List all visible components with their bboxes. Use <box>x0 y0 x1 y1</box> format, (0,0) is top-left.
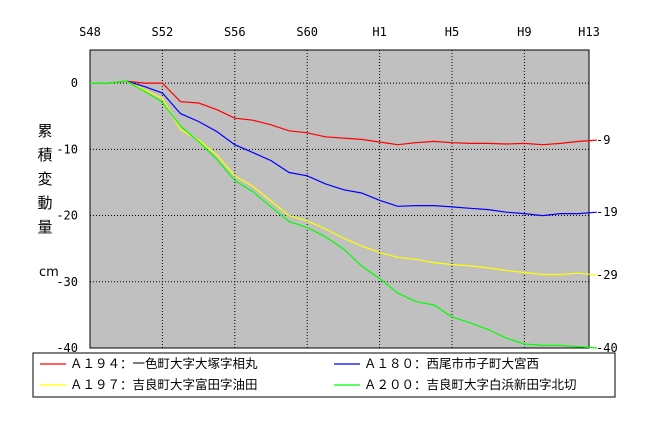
legend-label: Ａ１９７：吉良町大字富田字油田 <box>70 377 258 392</box>
end-labels: -9 -19 -29 -40 <box>596 133 618 355</box>
x-tick-label: H9 <box>517 25 531 39</box>
x-tick-label: H1 <box>372 25 386 39</box>
y-axis-title-char: 量 <box>37 218 52 236</box>
y-axis-title-char: 累 <box>37 122 52 140</box>
legend-label: Ａ１８０：西尾市市子町大宮西 <box>364 356 539 371</box>
series-lines <box>90 80 597 349</box>
end-value-label: -9 <box>596 133 610 147</box>
x-tick-label: S60 <box>296 25 318 39</box>
y-tick-label: -10 <box>56 142 78 156</box>
end-value-label: -29 <box>596 268 618 282</box>
x-tick-label: H5 <box>445 25 459 39</box>
plot-area <box>89 49 590 349</box>
x-axis-ticks: S48 S52 S56 S60 H1 H5 H9 H13 <box>79 25 600 39</box>
y-tick-label: 0 <box>71 76 78 90</box>
y-tick-label: -40 <box>56 341 78 355</box>
y-axis-ticks: 0 -10 -20 -30 -40 <box>56 76 78 355</box>
end-value-label: -40 <box>596 341 618 355</box>
x-tick-label: S48 <box>79 25 101 39</box>
series-line <box>90 80 597 217</box>
series-line <box>90 80 597 146</box>
x-tick-label: S56 <box>224 25 246 39</box>
grid-lines <box>90 50 589 348</box>
legend-label: Ａ２００：吉良町大字白浜新田字北切 <box>364 377 577 392</box>
y-tick-label: -20 <box>56 209 78 223</box>
y-axis-unit: cm <box>39 265 59 280</box>
y-axis-title-char: 動 <box>37 194 52 212</box>
x-tick-label: H13 <box>578 25 600 39</box>
legend-label: Ａ１９４：一色町大字大塚字相丸 <box>70 356 258 371</box>
legend: Ａ１９４：一色町大字大塚字相丸 Ａ１８０：西尾市市子町大宮西 Ａ１９７：吉良町大字富… <box>40 356 577 392</box>
y-axis-title-char: 変 <box>37 170 52 188</box>
x-tick-label: S52 <box>152 25 174 39</box>
series-line <box>90 80 597 349</box>
end-value-label: -19 <box>596 205 618 219</box>
y-axis-title: 累積変動量 <box>37 122 52 236</box>
svg-text:累積変動量: 累積変動量 <box>37 122 52 236</box>
y-tick-label: -30 <box>56 275 78 289</box>
legend-box <box>32 352 616 398</box>
y-axis-title-char: 積 <box>37 146 52 164</box>
